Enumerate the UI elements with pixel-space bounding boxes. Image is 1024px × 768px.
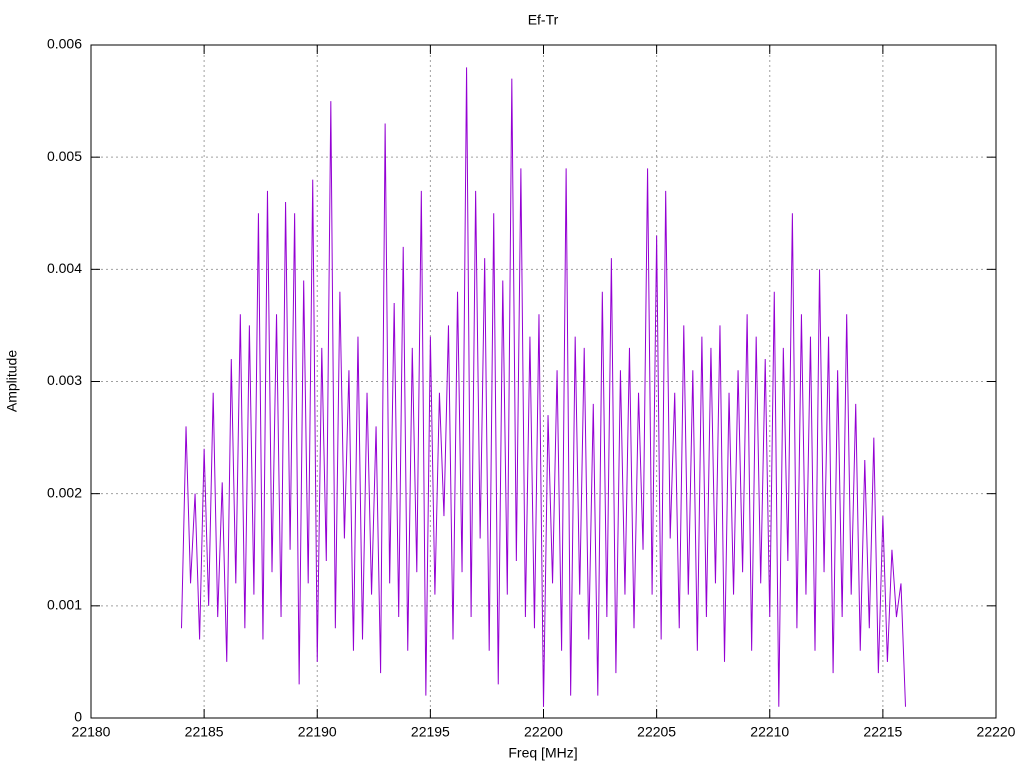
x-tick-label: 22180 [72,724,111,740]
chart-title: Ef-Tr [528,12,559,28]
data-line [181,67,906,707]
y-tick-label: 0.001 [47,597,82,613]
x-tick-label: 22190 [298,724,337,740]
y-tick-label: 0.003 [47,372,82,388]
y-tick-label: 0.004 [47,260,82,276]
x-tick-label: 22220 [977,724,1016,740]
y-axis-label: Amplitude [4,350,20,412]
y-tick-label: 0 [74,709,82,725]
x-tick-label: 22210 [750,724,789,740]
y-tick-label: 0.002 [47,484,82,500]
x-axis-label: Freq [MHz] [508,745,577,761]
x-tick-label: 22205 [637,724,676,740]
x-tick-label: 22195 [411,724,450,740]
y-tick-label: 0.006 [47,36,82,52]
y-tick-label: 0.005 [47,148,82,164]
x-tick-label: 22200 [524,724,563,740]
plot-frame [90,44,997,719]
x-tick-label: 22185 [185,724,224,740]
x-tick-label: 22215 [863,724,902,740]
